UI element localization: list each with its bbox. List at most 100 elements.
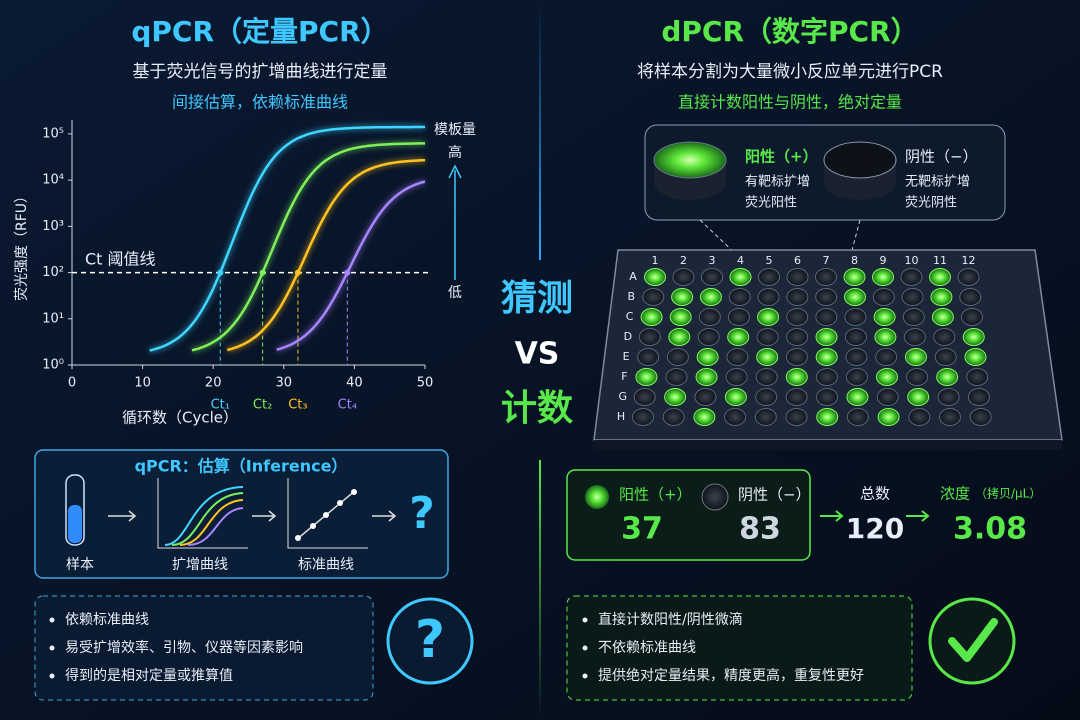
negative-well	[908, 408, 931, 426]
negative-well	[815, 288, 838, 306]
negative-well	[724, 408, 747, 426]
negative-well	[876, 388, 899, 406]
negative-well	[934, 348, 957, 366]
bullet: 得到的是相对定量或推算值	[65, 667, 233, 684]
negative-well	[672, 268, 695, 286]
positive-well	[693, 408, 716, 426]
threshold-label: Ct 阈值线	[85, 250, 156, 269]
positive-well	[664, 388, 687, 406]
negative-well	[701, 268, 723, 286]
y-axis-label: 荧光强度（RFU）	[13, 189, 30, 301]
bullet: 提供绝对定量结果，精度更高，重复性更好	[598, 667, 864, 684]
row-label: B	[628, 290, 636, 303]
flow-result: ?	[409, 488, 435, 539]
positive-well	[872, 268, 894, 286]
negative-well	[786, 288, 809, 306]
negative-well	[903, 328, 926, 346]
negative-well	[786, 328, 809, 346]
bullet-dot	[582, 617, 588, 623]
negative-well	[966, 368, 989, 386]
bullet-dot	[49, 673, 55, 679]
positive-well	[816, 408, 839, 426]
column-label: 5	[766, 254, 773, 267]
x-tick-label: 10	[134, 376, 151, 391]
negative-well	[755, 388, 778, 406]
check-icon	[948, 618, 998, 662]
negative-well	[642, 288, 665, 306]
mini-curve	[179, 499, 244, 546]
result-value: 37	[621, 512, 663, 547]
bullet-box	[566, 595, 913, 701]
sample-liquid	[68, 505, 82, 543]
negative-well	[755, 368, 778, 386]
negative-well	[815, 368, 838, 386]
well-note: 有靶标扩增	[745, 175, 810, 190]
mini-curve	[164, 486, 244, 546]
negative-well	[757, 288, 780, 306]
ct-label: Ct₃	[288, 398, 307, 413]
result-label: 总数	[860, 485, 890, 503]
result-arrow	[906, 510, 930, 522]
negative-well	[844, 308, 867, 326]
negative-well	[785, 408, 808, 426]
well-note: 荧光阳性	[745, 196, 797, 211]
negative-well	[665, 368, 688, 386]
subtitle: 基于荧光信号的扩增曲线进行定量	[133, 62, 388, 82]
negative-well	[845, 368, 868, 386]
divider	[539, 460, 541, 720]
negative-well	[786, 268, 809, 286]
negative-well	[638, 328, 661, 346]
positive-well	[815, 328, 838, 346]
row-label: G	[618, 390, 627, 403]
row-label: H	[617, 410, 625, 423]
ct-label: Ct₁	[211, 398, 230, 413]
negative-well	[967, 388, 990, 406]
high-label: 高	[448, 144, 462, 161]
icon: ?	[415, 610, 445, 670]
row-label: C	[626, 310, 634, 323]
positive-well	[699, 288, 722, 306]
x-tick-label: 40	[346, 376, 363, 391]
ct-point	[294, 269, 301, 276]
flow-step: 标准曲线	[298, 557, 354, 573]
negative-well	[933, 328, 956, 346]
negative-well	[875, 348, 898, 366]
bullet-box	[34, 595, 374, 701]
column-label: 9	[880, 254, 887, 267]
y-tick-label: 10¹	[42, 311, 64, 326]
low-label: 低	[448, 285, 462, 301]
positive-well	[873, 308, 896, 326]
column-label: 3	[709, 254, 716, 267]
column-label: 2	[680, 254, 687, 267]
positive-icon	[585, 485, 609, 509]
x-tick-label: 0	[68, 376, 76, 391]
result-unit: （拷贝/μL）	[975, 486, 1041, 501]
negative-well	[816, 388, 839, 406]
negative-well	[937, 388, 960, 406]
bullet-dot	[49, 617, 55, 623]
ct-label: Ct₄	[338, 398, 357, 413]
negative-well	[698, 308, 721, 326]
negative-well	[844, 328, 867, 346]
positive-well	[846, 388, 869, 406]
x-tick-label: 20	[205, 376, 222, 391]
subtitle: 将样本分割为大量微小反应单元进行PCR	[637, 62, 943, 82]
center-vs: VS	[515, 337, 560, 372]
flow-arrow	[108, 510, 137, 522]
negative-well	[785, 388, 808, 406]
positive-well	[669, 308, 692, 326]
positive-well	[874, 328, 897, 346]
negative-well	[758, 268, 780, 286]
row-label: E	[623, 350, 630, 363]
negative-well	[845, 348, 868, 366]
negative-well	[728, 288, 751, 306]
negative-well	[902, 308, 925, 326]
amplification-curve	[149, 125, 425, 352]
negative-well	[815, 268, 837, 286]
y-tick-label: 10²	[42, 265, 64, 280]
positive-well	[727, 328, 750, 346]
flow-title: qPCR：估算（Inference）	[135, 457, 348, 476]
row-label: A	[629, 270, 637, 283]
positive-well	[729, 268, 752, 286]
